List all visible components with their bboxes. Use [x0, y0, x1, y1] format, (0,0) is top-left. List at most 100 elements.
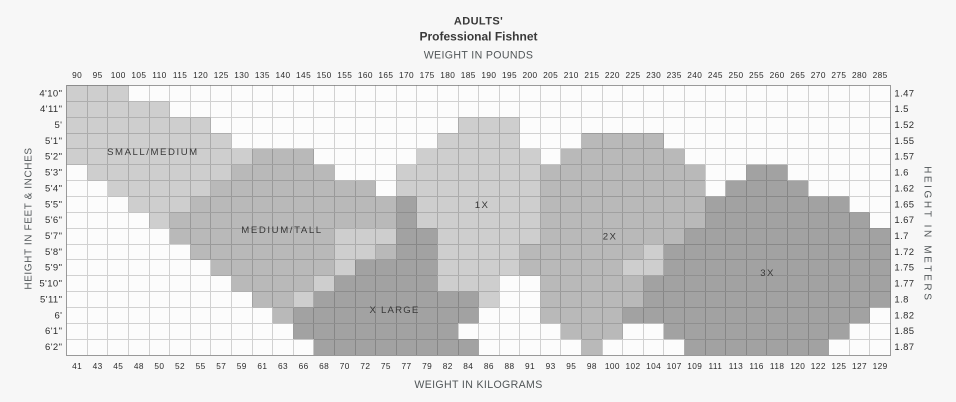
svg-text:ADULTS': ADULTS' — [454, 15, 503, 27]
svg-text:165: 165 — [378, 70, 393, 80]
svg-text:68: 68 — [319, 361, 329, 371]
svg-text:116: 116 — [749, 361, 763, 371]
svg-text:195: 195 — [502, 70, 517, 80]
svg-text:1.87: 1.87 — [894, 342, 914, 353]
svg-text:5': 5' — [54, 120, 62, 131]
svg-text:52: 52 — [175, 361, 185, 371]
svg-text:86: 86 — [484, 361, 494, 371]
svg-text:118: 118 — [770, 361, 784, 371]
svg-text:3X: 3X — [760, 268, 774, 279]
svg-text:110: 110 — [152, 70, 166, 80]
svg-text:70: 70 — [340, 361, 350, 371]
svg-text:79: 79 — [422, 361, 432, 371]
svg-text:1.67: 1.67 — [894, 215, 914, 226]
svg-text:1.7: 1.7 — [894, 231, 908, 242]
svg-text:88: 88 — [504, 361, 514, 371]
svg-text:93: 93 — [546, 361, 556, 371]
svg-text:220: 220 — [605, 70, 620, 80]
svg-text:1.57: 1.57 — [894, 152, 914, 163]
svg-text:1.8: 1.8 — [894, 294, 908, 305]
svg-text:125: 125 — [831, 361, 846, 371]
svg-text:82: 82 — [443, 361, 453, 371]
svg-text:109: 109 — [687, 361, 702, 371]
svg-text:95: 95 — [566, 361, 576, 371]
svg-text:43: 43 — [93, 361, 103, 371]
svg-text:77: 77 — [402, 361, 412, 371]
svg-text:105: 105 — [131, 70, 146, 80]
svg-text:5'5": 5'5" — [45, 199, 62, 210]
svg-text:SMALL/MEDIUM: SMALL/MEDIUM — [107, 147, 199, 158]
svg-text:1X: 1X — [475, 200, 489, 211]
svg-text:75: 75 — [381, 361, 391, 371]
svg-text:1.77: 1.77 — [894, 279, 914, 290]
svg-text:100: 100 — [111, 70, 126, 80]
svg-text:HEIGHT IN METERS: HEIGHT IN METERS — [922, 166, 933, 302]
svg-text:190: 190 — [481, 70, 496, 80]
svg-text:X LARGE: X LARGE — [370, 305, 420, 316]
svg-text:5'9": 5'9" — [45, 263, 62, 274]
svg-text:240: 240 — [687, 70, 702, 80]
svg-text:122: 122 — [811, 361, 826, 371]
svg-text:5'1": 5'1" — [45, 136, 62, 147]
svg-text:5'8": 5'8" — [45, 247, 62, 258]
svg-text:245: 245 — [708, 70, 723, 80]
svg-text:90: 90 — [72, 70, 82, 80]
svg-text:1.55: 1.55 — [894, 136, 914, 147]
svg-text:50: 50 — [154, 361, 164, 371]
svg-text:Professional Fishnet: Professional Fishnet — [419, 30, 537, 44]
svg-text:63: 63 — [278, 361, 288, 371]
svg-text:200: 200 — [523, 70, 538, 80]
svg-text:HEIGHT IN FEET & INCHES: HEIGHT IN FEET & INCHES — [23, 147, 34, 289]
svg-text:130: 130 — [234, 70, 249, 80]
svg-text:185: 185 — [461, 70, 476, 80]
svg-text:5'6": 5'6" — [45, 215, 62, 226]
svg-text:205: 205 — [543, 70, 558, 80]
svg-text:61: 61 — [257, 361, 267, 371]
svg-text:72: 72 — [360, 361, 370, 371]
svg-text:285: 285 — [873, 70, 888, 80]
svg-text:66: 66 — [299, 361, 309, 371]
svg-text:127: 127 — [852, 361, 867, 371]
svg-text:5'10": 5'10" — [39, 279, 62, 290]
svg-text:6'1": 6'1" — [45, 326, 62, 337]
svg-text:104: 104 — [646, 361, 661, 371]
svg-text:125: 125 — [214, 70, 229, 80]
svg-text:1.65: 1.65 — [894, 199, 914, 210]
svg-text:145: 145 — [296, 70, 311, 80]
svg-text:107: 107 — [667, 361, 682, 371]
svg-text:135: 135 — [255, 70, 270, 80]
svg-text:1.85: 1.85 — [894, 326, 914, 337]
svg-text:6': 6' — [54, 310, 62, 321]
svg-text:6'2": 6'2" — [45, 342, 62, 353]
svg-text:1.5: 1.5 — [894, 104, 908, 115]
svg-text:41: 41 — [72, 361, 82, 371]
svg-text:265: 265 — [790, 70, 805, 80]
svg-text:170: 170 — [399, 70, 414, 80]
svg-text:1.62: 1.62 — [894, 183, 914, 194]
svg-text:59: 59 — [237, 361, 247, 371]
svg-text:1.82: 1.82 — [894, 310, 914, 321]
svg-text:4'11": 4'11" — [40, 104, 62, 115]
svg-text:5'3": 5'3" — [45, 168, 62, 179]
svg-text:91: 91 — [525, 361, 535, 371]
svg-text:250: 250 — [728, 70, 743, 80]
svg-text:155: 155 — [337, 70, 352, 80]
svg-text:120: 120 — [193, 70, 208, 80]
svg-text:95: 95 — [93, 70, 103, 80]
svg-text:215: 215 — [584, 70, 599, 80]
svg-text:129: 129 — [873, 361, 888, 371]
svg-text:84: 84 — [463, 361, 473, 371]
svg-text:275: 275 — [831, 70, 846, 80]
svg-text:100: 100 — [605, 361, 620, 371]
svg-text:160: 160 — [358, 70, 373, 80]
svg-text:5'2": 5'2" — [45, 152, 62, 163]
svg-text:111: 111 — [708, 361, 722, 371]
svg-text:150: 150 — [317, 70, 332, 80]
svg-text:5'11": 5'11" — [40, 294, 62, 305]
svg-text:260: 260 — [770, 70, 785, 80]
svg-text:55: 55 — [196, 361, 206, 371]
svg-text:1.72: 1.72 — [894, 247, 914, 258]
svg-text:45: 45 — [113, 361, 123, 371]
svg-text:113: 113 — [729, 361, 743, 371]
svg-text:115: 115 — [173, 70, 187, 80]
